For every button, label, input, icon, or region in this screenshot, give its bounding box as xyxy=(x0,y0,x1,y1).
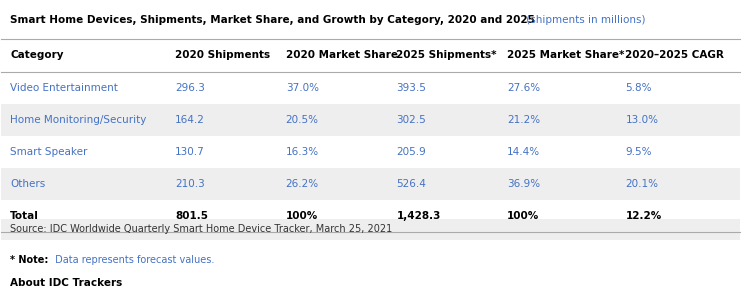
Text: 296.3: 296.3 xyxy=(175,83,205,93)
Text: Home Monitoring/Security: Home Monitoring/Security xyxy=(10,115,147,125)
Text: Total: Total xyxy=(10,211,39,221)
Text: Smart Speaker: Smart Speaker xyxy=(10,147,88,157)
Text: Others: Others xyxy=(10,179,46,189)
Text: 27.6%: 27.6% xyxy=(507,83,540,93)
Text: 2020–2025 CAGR: 2020–2025 CAGR xyxy=(626,50,724,60)
Text: Data represents forecast values.: Data represents forecast values. xyxy=(52,255,214,265)
Text: Video Entertainment: Video Entertainment xyxy=(10,83,118,93)
Text: 302.5: 302.5 xyxy=(397,115,426,125)
FancyBboxPatch shape xyxy=(2,104,740,136)
Text: 100%: 100% xyxy=(286,211,318,221)
Text: Smart Home Devices, Shipments, Market Share, and Growth by Category, 2020 and 20: Smart Home Devices, Shipments, Market Sh… xyxy=(10,14,536,24)
Text: 5.8%: 5.8% xyxy=(626,83,652,93)
Text: 16.3%: 16.3% xyxy=(286,147,319,157)
Text: 526.4: 526.4 xyxy=(397,179,426,189)
Text: 20.5%: 20.5% xyxy=(286,115,319,125)
FancyBboxPatch shape xyxy=(2,136,740,168)
FancyBboxPatch shape xyxy=(2,168,740,200)
Text: 21.2%: 21.2% xyxy=(507,115,540,125)
FancyBboxPatch shape xyxy=(2,200,740,232)
Text: 14.4%: 14.4% xyxy=(507,147,540,157)
Text: 393.5: 393.5 xyxy=(397,83,426,93)
Text: Category: Category xyxy=(10,50,64,60)
FancyBboxPatch shape xyxy=(2,39,740,71)
FancyBboxPatch shape xyxy=(2,71,740,104)
Text: 2020 Shipments: 2020 Shipments xyxy=(175,50,270,60)
Text: * Note:: * Note: xyxy=(10,255,49,265)
Text: (shipments in millions): (shipments in millions) xyxy=(523,14,645,24)
Text: About IDC Trackers: About IDC Trackers xyxy=(10,278,122,289)
FancyBboxPatch shape xyxy=(2,219,740,240)
Text: Source: IDC Worldwide Quarterly Smart Home Device Tracker, March 25, 2021: Source: IDC Worldwide Quarterly Smart Ho… xyxy=(10,224,392,234)
Text: 801.5: 801.5 xyxy=(175,211,208,221)
Text: 2025 Shipments*: 2025 Shipments* xyxy=(397,50,497,60)
Text: 100%: 100% xyxy=(507,211,539,221)
Text: 2020 Market Share: 2020 Market Share xyxy=(286,50,398,60)
Text: 13.0%: 13.0% xyxy=(626,115,658,125)
Text: 20.1%: 20.1% xyxy=(626,179,658,189)
Text: 9.5%: 9.5% xyxy=(626,147,652,157)
Text: 37.0%: 37.0% xyxy=(286,83,319,93)
Text: 2025 Market Share*: 2025 Market Share* xyxy=(507,50,625,60)
Text: 26.2%: 26.2% xyxy=(286,179,319,189)
Text: 1,428.3: 1,428.3 xyxy=(397,211,441,221)
Text: 164.2: 164.2 xyxy=(175,115,205,125)
Text: 205.9: 205.9 xyxy=(397,147,426,157)
Text: 210.3: 210.3 xyxy=(175,179,205,189)
Text: 12.2%: 12.2% xyxy=(626,211,662,221)
Text: 36.9%: 36.9% xyxy=(507,179,540,189)
Text: 130.7: 130.7 xyxy=(175,147,205,157)
